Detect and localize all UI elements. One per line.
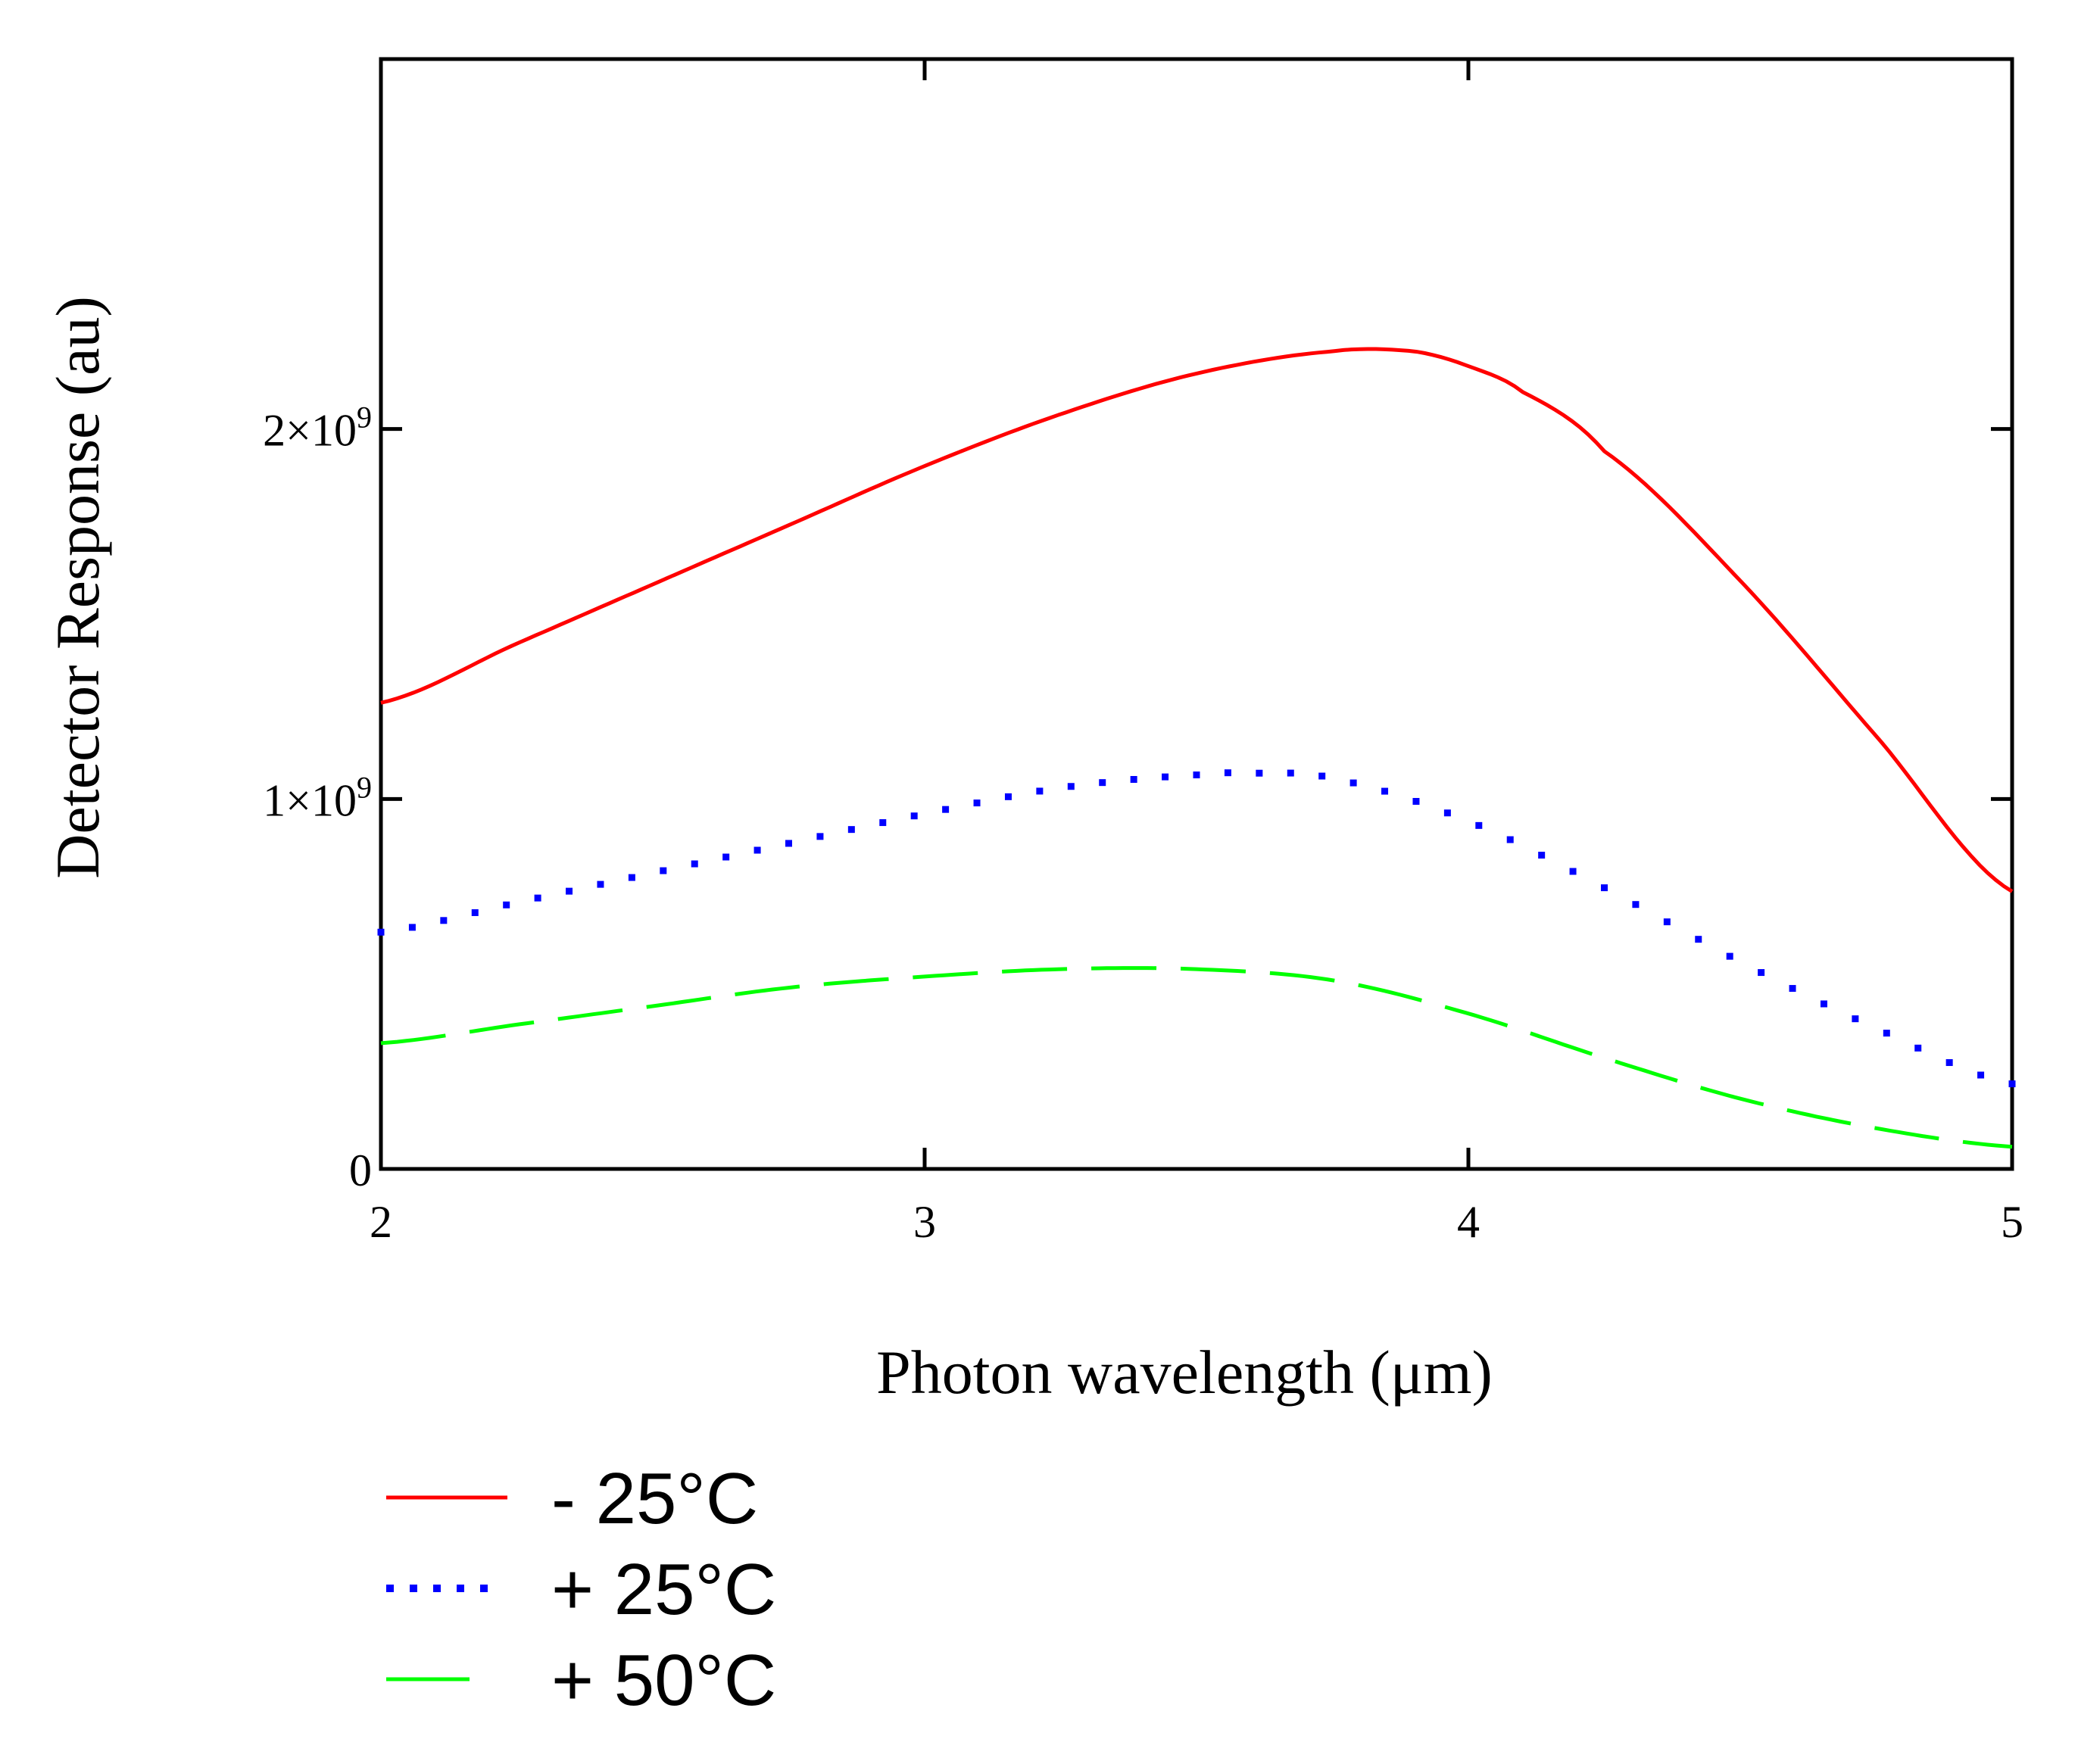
data-point — [1099, 779, 1106, 787]
y-tick-label: 0 — [349, 1145, 372, 1195]
data-point — [566, 887, 573, 895]
legend-item: + 50°C — [386, 1640, 776, 1721]
data-point — [942, 806, 950, 813]
legend-swatch-dot — [386, 1585, 394, 1592]
data-point — [910, 812, 918, 820]
data-point — [1287, 769, 1294, 777]
legend-swatch-dot — [480, 1585, 488, 1592]
data-point — [879, 819, 887, 827]
data-point — [1695, 936, 1702, 943]
legend-label: - 25°C — [551, 1458, 758, 1539]
y-tick-label: 1×109 — [263, 770, 372, 825]
data-point — [1130, 776, 1137, 784]
data-point — [1820, 1000, 1827, 1008]
data-point — [847, 826, 855, 834]
data-point — [1945, 1059, 1953, 1067]
series-plus-50c-line — [380, 966, 2013, 1149]
data-point — [1318, 772, 1326, 780]
data-point — [816, 833, 824, 840]
data-point — [1789, 985, 1796, 993]
data-point — [1506, 836, 1514, 843]
data-point — [1977, 1071, 1985, 1079]
legend-swatch-dot — [410, 1585, 417, 1592]
y-axis: 0 1×109 2×109 — [263, 400, 2012, 1195]
legend-swatch-dot — [433, 1585, 441, 1592]
x-axis-title: Photon wavelength (μm) — [876, 1338, 1493, 1407]
data-point — [1224, 769, 1231, 777]
data-point — [1381, 787, 1389, 795]
data-point — [1852, 1015, 1859, 1023]
x-tick-label: 5 — [2001, 1197, 2023, 1247]
data-point — [1193, 771, 1200, 779]
data-point — [1726, 952, 1733, 960]
legend-label: + 25°C — [551, 1549, 776, 1630]
data-point — [1601, 884, 1608, 892]
data-point — [1162, 773, 1169, 781]
data-point — [471, 908, 479, 916]
data-point — [534, 894, 541, 902]
data-point — [1758, 969, 1765, 977]
data-point — [1538, 852, 1546, 859]
data-point — [1914, 1044, 1922, 1052]
data-point — [1443, 809, 1451, 817]
plot-frame — [379, 57, 2014, 1171]
x-axis: 2 3 4 5 — [370, 59, 2023, 1247]
data-point — [973, 799, 981, 807]
data-point — [1004, 793, 1012, 800]
data-point — [785, 840, 792, 847]
legend-item: + 25°C — [386, 1549, 776, 1630]
data-point — [1663, 918, 1671, 926]
series-minus-25c-line — [380, 347, 2014, 893]
data-point — [722, 853, 730, 861]
x-tick-label: 2 — [370, 1197, 392, 1247]
plot-border — [379, 57, 2014, 1171]
data-point — [440, 917, 448, 924]
data-point — [1475, 821, 1483, 829]
data-point — [377, 928, 385, 936]
data-point — [628, 874, 635, 881]
data-point — [1412, 798, 1420, 806]
data-point — [597, 880, 604, 888]
data-point — [408, 924, 416, 931]
data-point — [1036, 787, 1044, 795]
data-point — [503, 901, 510, 908]
data-point — [1067, 783, 1075, 790]
data-point — [691, 860, 698, 868]
data-point — [1256, 769, 1263, 777]
data-point — [1632, 901, 1640, 908]
legend-label: + 50°C — [551, 1640, 776, 1721]
y-tick-label: 2×109 — [263, 400, 372, 456]
series-plus-25c-dots — [377, 769, 2016, 1088]
data-point — [660, 867, 667, 874]
data-point — [1569, 868, 1577, 875]
y-axis-title: Detector Response (au) — [43, 296, 112, 879]
x-tick-label: 3 — [913, 1197, 936, 1247]
data-point — [1349, 779, 1357, 787]
legend-item: - 25°C — [386, 1458, 758, 1539]
data-point — [2008, 1080, 2016, 1088]
data-point — [1883, 1030, 1890, 1037]
legend-swatch-dot — [457, 1585, 464, 1592]
data-point — [754, 846, 761, 854]
series-layer — [377, 347, 2016, 1149]
legend: - 25°C + 25°C + 50°C — [386, 1458, 776, 1721]
x-tick-label: 4 — [1457, 1197, 1480, 1247]
